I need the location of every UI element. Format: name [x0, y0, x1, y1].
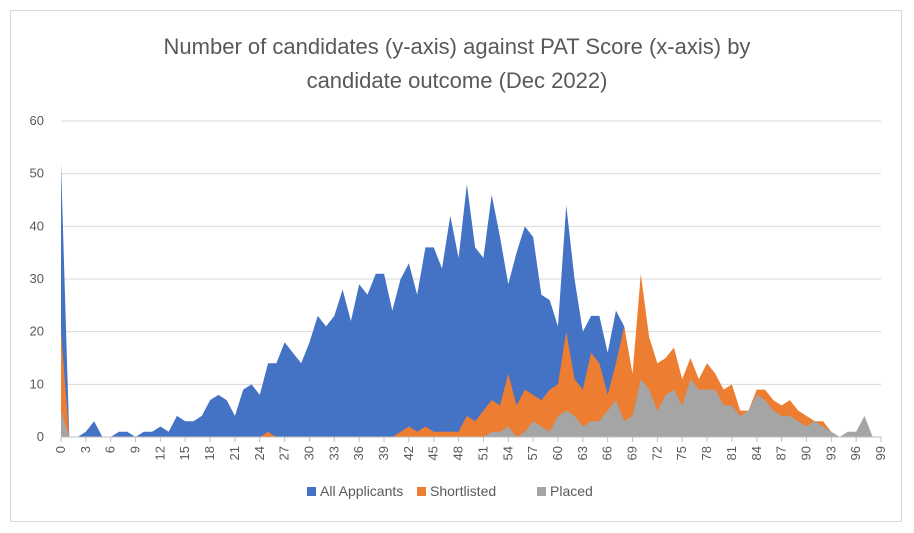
x-tick-label: 18 — [202, 446, 217, 460]
legend-item: All Applicants — [307, 483, 403, 499]
x-tick-label: 66 — [600, 446, 615, 460]
y-tick-label: 20 — [30, 324, 44, 339]
legend-label: Shortlisted — [430, 483, 496, 499]
x-tick-label: 87 — [774, 446, 789, 460]
legend-label: All Applicants — [320, 483, 403, 499]
legend-swatch — [417, 487, 426, 496]
x-tick-label: 90 — [798, 446, 813, 460]
chart-title-line-2: candidate outcome (Dec 2022) — [307, 68, 608, 93]
y-tick-label: 50 — [30, 166, 44, 181]
chart-svg: Number of candidates (y-axis) against PA… — [30, 34, 888, 499]
x-tick-label: 69 — [625, 446, 640, 460]
x-tick-label: 57 — [525, 446, 540, 460]
x-tick-label: 33 — [326, 446, 341, 460]
legend: All Applicants Shortlisted Placed — [307, 483, 593, 499]
x-tick-label: 15 — [177, 446, 192, 460]
x-tick-label: 84 — [749, 446, 764, 460]
x-tick-label: 6 — [103, 446, 118, 453]
x-tick-label: 39 — [376, 446, 391, 460]
x-axis-ticks: 0 3 6 9 12 15 18 21 24 27 30 33 36 39 42 45 48 51 54 57 60 63… — [53, 437, 888, 460]
x-tick-label: 36 — [351, 446, 366, 460]
x-tick-label: 45 — [426, 446, 441, 460]
chart-frame: Number of candidates (y-axis) against PA… — [10, 10, 902, 522]
area-series-2 — [61, 379, 881, 437]
x-tick-label: 24 — [252, 446, 267, 460]
x-tick-label: 99 — [873, 446, 888, 460]
x-tick-label: 54 — [500, 446, 515, 460]
x-tick-label: 60 — [550, 446, 565, 460]
x-tick-label: 51 — [475, 446, 490, 460]
legend-label: Placed — [550, 483, 593, 499]
legend-item: Shortlisted — [417, 483, 496, 499]
x-tick-label: 27 — [277, 446, 292, 460]
y-axis-ticks: 0 10 20 30 40 50 60 — [30, 113, 44, 444]
y-tick-label: 40 — [30, 218, 44, 233]
area-series-0 — [61, 163, 881, 437]
x-tick-label: 3 — [78, 446, 93, 453]
legend-swatch — [537, 487, 546, 496]
chart-title-line-1: Number of candidates (y-axis) against PA… — [164, 34, 751, 59]
x-tick-label: 93 — [823, 446, 838, 460]
y-tick-label: 10 — [30, 376, 44, 391]
y-tick-label: 60 — [30, 113, 44, 128]
legend-swatch — [307, 487, 316, 496]
x-tick-label: 75 — [674, 446, 689, 460]
x-tick-label: 0 — [53, 446, 68, 453]
x-tick-label: 72 — [649, 446, 664, 460]
y-tick-label: 30 — [30, 271, 44, 286]
x-tick-label: 96 — [848, 446, 863, 460]
x-tick-label: 30 — [301, 446, 316, 460]
x-tick-label: 48 — [451, 446, 466, 460]
x-tick-label: 42 — [401, 446, 416, 460]
x-tick-label: 81 — [724, 446, 739, 460]
legend-item: Placed — [537, 483, 593, 499]
x-tick-label: 9 — [128, 446, 143, 453]
x-tick-label: 63 — [575, 446, 590, 460]
x-tick-label: 21 — [227, 446, 242, 460]
y-tick-label: 0 — [37, 429, 44, 444]
x-tick-label: 78 — [699, 446, 714, 460]
plot-areas — [61, 163, 881, 437]
x-tick-label: 12 — [152, 446, 167, 460]
